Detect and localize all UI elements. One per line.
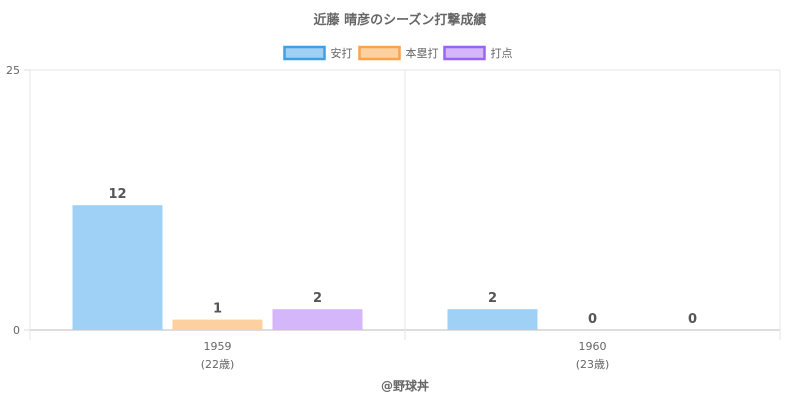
bar-安打-1959 — [72, 205, 163, 330]
legend-item-2[interactable]: 本塁打 — [358, 45, 439, 61]
legend-item-1[interactable]: 安打 — [283, 45, 353, 61]
data-label: 0 — [588, 312, 597, 327]
x-tick-label-year: 1959 — [204, 340, 232, 353]
legend-label: 安打 — [331, 46, 353, 60]
data-label: 2 — [488, 291, 497, 306]
credit-text: @野球丼 — [381, 378, 429, 393]
y-tick-label: 25 — [6, 64, 20, 77]
bars — [72, 205, 538, 330]
bar-本塁打-1959 — [172, 319, 263, 330]
y-tick-label: 0 — [13, 324, 20, 337]
bar-打点-1959 — [272, 309, 363, 330]
chart-title: 近藤 晴彦のシーズン打撃成績 — [314, 12, 487, 28]
legend-item-3[interactable]: 打点 — [443, 45, 513, 61]
legend: 安打 本塁打 打点 — [283, 45, 513, 61]
bar-安打-1960 — [447, 309, 538, 330]
data-label: 2 — [313, 291, 322, 306]
legend-swatch — [443, 45, 486, 61]
legend-swatch — [358, 45, 401, 61]
x-axis: 1959 (22歳) 1960 (23歳) — [201, 340, 610, 371]
data-label: 1 — [213, 302, 222, 317]
data-label: 0 — [688, 312, 697, 327]
y-axis: 0 25 — [6, 64, 30, 337]
legend-label: 打点 — [491, 46, 513, 60]
x-tick-label-age: (22歳) — [201, 358, 235, 371]
data-label: 12 — [108, 187, 126, 202]
legend-swatch — [283, 45, 326, 61]
x-tick-label-age: (23歳) — [576, 358, 610, 371]
legend-label: 本塁打 — [406, 46, 439, 60]
x-tick-label-year: 1960 — [579, 340, 607, 353]
